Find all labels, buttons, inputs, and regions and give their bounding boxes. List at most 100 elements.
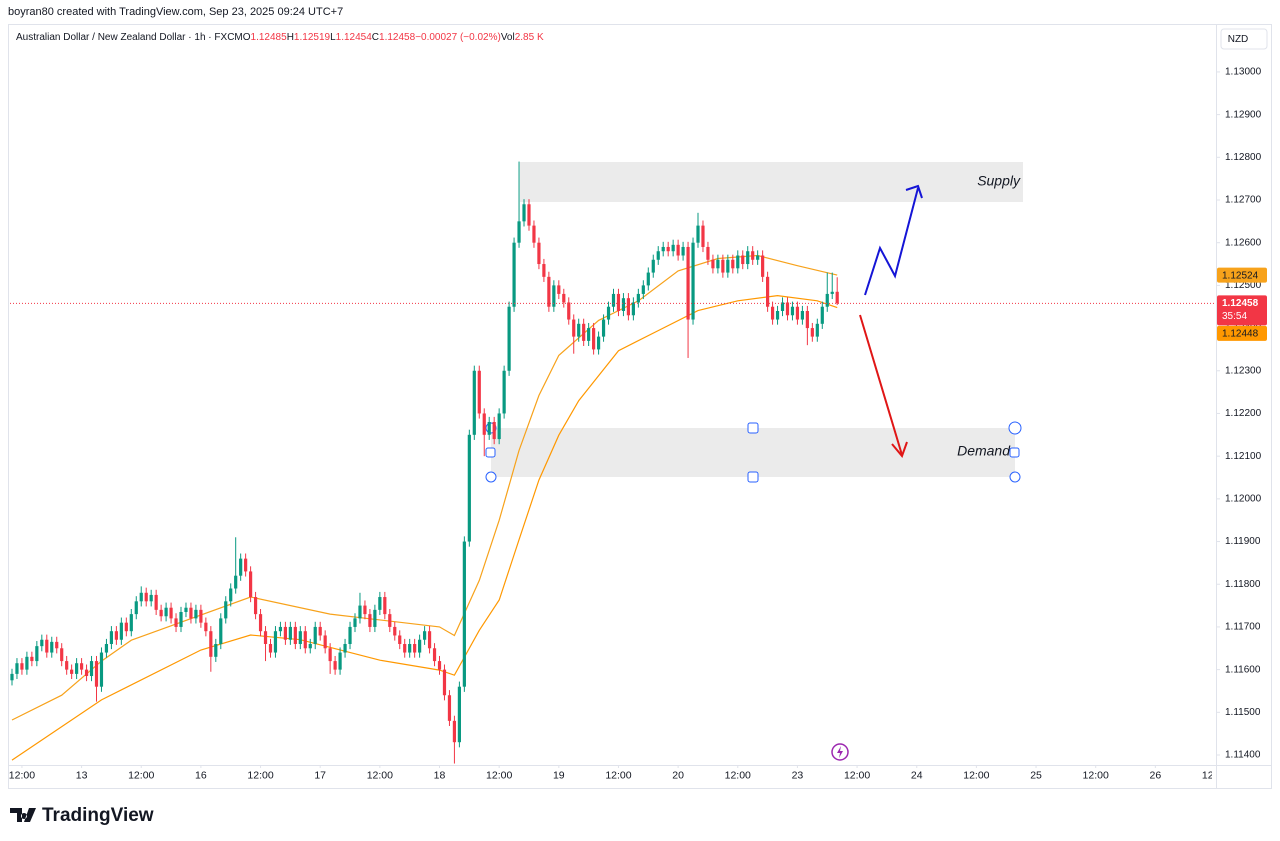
candle-body: [15, 663, 19, 674]
candle-body: [437, 661, 442, 670]
candle-body: [199, 609, 203, 623]
candle-body: [75, 663, 79, 674]
candle-body: [432, 648, 437, 662]
candle-body: [557, 285, 561, 294]
candle-body: [636, 293, 640, 303]
candle-body: [268, 644, 273, 653]
price-axis-panel: [1216, 25, 1271, 788]
candle-body: [472, 370, 476, 435]
y-tick-label: 1.11700: [1225, 622, 1261, 633]
candle-body: [209, 631, 213, 657]
demand-zone: [491, 428, 1015, 477]
candle-body: [825, 293, 829, 307]
candle-body: [403, 644, 407, 653]
x-tick-label: 26: [1150, 769, 1162, 781]
candle-body: [159, 609, 163, 617]
chart-frame: [8, 24, 1272, 789]
handle: [1008, 421, 1022, 435]
x-tick-label: 23: [792, 769, 804, 781]
candle-body: [661, 246, 665, 252]
candle-body: [358, 605, 362, 619]
plot-area: [10, 161, 839, 764]
candle-body: [606, 306, 611, 320]
candle-body: [666, 246, 670, 252]
alert-bolt[interactable]: [837, 746, 843, 758]
y-tick-label: 1.11900: [1225, 536, 1261, 547]
candle-body: [681, 246, 685, 256]
candle-body: [616, 293, 621, 312]
ma-price-label: 1.12448: [1222, 328, 1259, 339]
handle: [485, 471, 497, 483]
candle-body: [532, 225, 536, 243]
candle-body: [497, 413, 501, 440]
candle-body: [393, 626, 397, 636]
candle-body: [70, 669, 74, 674]
candle-body: [785, 302, 790, 316]
currency: NZD: [1228, 34, 1249, 45]
symbol-header: Australian Dollar / New Zealand Dollar ·…: [16, 32, 544, 43]
candle-body: [572, 319, 576, 337]
ma-price-box: [1217, 325, 1267, 341]
bull-arrowhead: [905, 184, 923, 199]
bear-arrowhead: [891, 441, 908, 458]
arrows: [859, 184, 923, 458]
candle-body: [338, 652, 342, 670]
high-value: 1.12519: [294, 32, 331, 43]
candle-body: [517, 221, 521, 243]
x-tick-label: 24: [911, 769, 923, 781]
candle-body: [303, 631, 307, 649]
tradingview-logo: TradingView: [10, 805, 154, 826]
candle-body: [815, 323, 819, 337]
low-value: 1.12454: [336, 32, 373, 43]
candle-body: [477, 370, 481, 414]
logo-text: TradingView: [42, 805, 154, 826]
candle-body: [383, 597, 387, 615]
candle-body: [835, 291, 839, 304]
y-tick-label: 1.13000: [1225, 67, 1262, 78]
candle-body: [224, 601, 228, 619]
candle-body: [154, 594, 158, 610]
y-tick-label: 1.11600: [1225, 664, 1261, 675]
candle-body: [388, 614, 392, 627]
x-tick-label: 20: [672, 769, 684, 781]
candle-body: [537, 242, 541, 265]
candle-body: [651, 259, 655, 273]
y-tick-label: 1.11500: [1225, 707, 1261, 718]
candle-body: [457, 686, 461, 743]
y-tick-label: 1.12600: [1225, 237, 1262, 248]
x-tick-label: 12:00: [9, 769, 35, 781]
candle-body: [283, 626, 288, 640]
x-tick-label: 12:00: [844, 769, 870, 781]
candle-body: [25, 656, 29, 670]
open-value: 1.12485: [251, 32, 288, 43]
candle-body: [795, 306, 800, 320]
candle-body: [741, 255, 745, 265]
candle-body: [522, 204, 526, 222]
moving-average: [11, 294, 838, 761]
y-tick-label: 1.12500: [1225, 280, 1262, 291]
candle-body: [174, 618, 178, 627]
candle-body: [512, 242, 516, 307]
alert-icon[interactable]: [831, 743, 849, 761]
candle-body: [820, 306, 824, 324]
y-tick-label: 1.12900: [1225, 109, 1262, 120]
candle-body: [308, 644, 312, 649]
y-tick-label: 1.11800: [1225, 579, 1261, 590]
candle-body: [35, 646, 39, 662]
candle-body: [631, 302, 635, 316]
candle-body: [582, 323, 586, 341]
candle-body: [139, 592, 143, 602]
ohlc-letter: O: [243, 32, 251, 43]
candle-body: [244, 558, 248, 572]
candle-body: [706, 246, 710, 260]
candle-body: [30, 656, 34, 662]
candle-body: [611, 293, 616, 307]
candle-body: [99, 652, 104, 687]
x-tick-label: 12:00: [1202, 769, 1228, 781]
ma-price-label: 1.12524: [1222, 270, 1259, 281]
candle-body: [263, 631, 268, 645]
candle-body: [656, 251, 660, 260]
candle-body: [691, 242, 695, 320]
candle-body: [55, 641, 59, 649]
candle-body: [89, 661, 94, 677]
